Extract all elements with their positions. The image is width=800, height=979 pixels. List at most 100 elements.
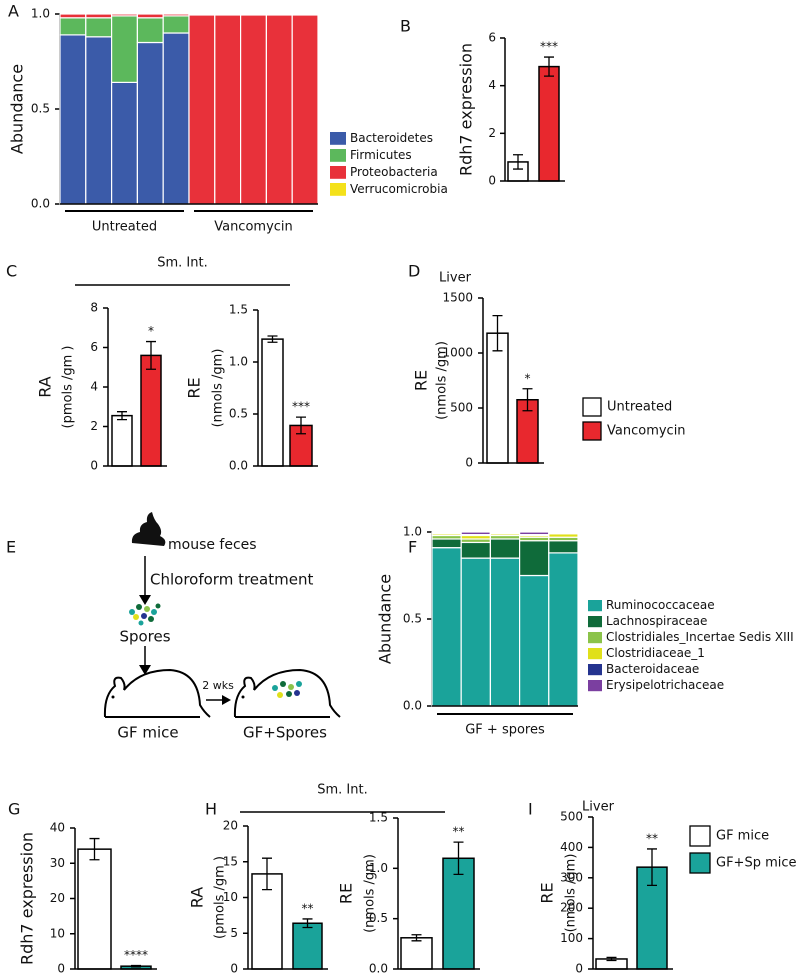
- bar-segment: [162, 32, 190, 205]
- error-bar: [267, 335, 278, 343]
- group-label: GF + spores: [465, 723, 545, 738]
- error-bar: [302, 918, 313, 929]
- legend-label: Clostridiaceae_1: [606, 646, 705, 660]
- legend-swatch: [689, 852, 711, 874]
- bar-segment: [460, 531, 492, 536]
- bar-segment: [460, 557, 492, 707]
- panel-letter: A: [8, 2, 19, 21]
- y-tick-label: 100: [560, 931, 583, 945]
- bar-segment: [548, 531, 579, 534]
- y-axis-label: Rdh7 expression: [18, 832, 37, 965]
- legend-label: Bacteroidetes: [350, 131, 433, 145]
- bar: [77, 848, 112, 970]
- error-bar: [647, 848, 657, 887]
- error-bar: [89, 837, 100, 861]
- bar: [400, 937, 433, 970]
- bar-segment: [110, 81, 138, 205]
- significance: **: [646, 831, 658, 845]
- y-axis-sublabel: (nmols /gm): [564, 854, 579, 933]
- bar-segment: [214, 14, 242, 205]
- bar-segment: [214, 13, 242, 16]
- y-axis-label: Rdh7 expression: [457, 43, 476, 176]
- bar-segment: [431, 547, 462, 707]
- y-tick-label: 0.5: [229, 407, 248, 421]
- error-bar: [296, 416, 306, 435]
- bar: [292, 922, 323, 970]
- y-tick-label: 0: [575, 962, 583, 976]
- panel-letter: G: [8, 800, 20, 819]
- legend-label: Ruminococcaceae: [606, 598, 715, 612]
- y-axis-sublabel: (nmols /gm): [211, 349, 226, 428]
- chart-title: Liver: [582, 800, 615, 815]
- legend-label: Lachnospiraceae: [606, 614, 707, 628]
- y-tick-label: 0.5: [31, 102, 50, 116]
- y-tick-label: 0.5: [369, 911, 388, 925]
- chart-title: Liver: [439, 271, 472, 286]
- y-tick-label: 1.5: [369, 811, 388, 825]
- bar-segment: [489, 538, 521, 559]
- y-tick-label: 30: [50, 856, 65, 870]
- y-tick-label: 1.0: [31, 7, 50, 21]
- legend-label: Bacteroidaceae: [606, 662, 699, 676]
- significance: **: [302, 901, 314, 915]
- bar-segment: [188, 14, 216, 205]
- error-bar: [411, 934, 422, 942]
- panel-letter: C: [6, 262, 17, 281]
- error-bar: [606, 956, 617, 962]
- y-axis-label: RE: [538, 882, 557, 903]
- bar-segment: [518, 531, 550, 536]
- bar-segment: [240, 13, 268, 16]
- bar-segment: [489, 531, 521, 534]
- legend-label: Clostridiales_Incertae Sedis XIII: [606, 630, 794, 644]
- legend-swatch: [582, 397, 602, 417]
- panel-letter: D: [408, 262, 420, 281]
- bar-segment: [240, 14, 268, 205]
- bar-segment: [548, 552, 579, 707]
- legend-label: GF mice: [716, 829, 769, 844]
- y-tick-label: 1.0: [229, 355, 248, 369]
- legend-swatch: [588, 664, 602, 676]
- y-axis-sublabel: (nmols /gm): [435, 341, 450, 420]
- bar-segment: [162, 15, 190, 34]
- error-bar: [117, 411, 127, 421]
- y-tick-label: 0.0: [229, 459, 248, 473]
- spores-icon: [129, 603, 161, 626]
- significance: *: [525, 371, 531, 385]
- diagram: E mouse feces Chloroform treatment Spore…: [6, 512, 341, 742]
- y-tick-label: 200: [560, 901, 583, 915]
- legend-swatch: [330, 132, 346, 145]
- y-tick-label: 5: [230, 926, 238, 940]
- y-tick-label: 6: [90, 340, 98, 354]
- error-bar: [453, 841, 464, 876]
- y-tick-label: 4: [488, 78, 496, 92]
- legend-label: Firmicutes: [350, 148, 412, 162]
- bar-segment: [136, 17, 164, 44]
- legend-swatch: [588, 600, 602, 612]
- mouse-label: GF mice: [117, 724, 178, 742]
- error-bar: [513, 154, 523, 170]
- legend-swatch: [330, 166, 346, 179]
- error-bar: [262, 857, 272, 891]
- bar-segment: [110, 15, 138, 83]
- group-label: Vancomycin: [214, 220, 293, 235]
- feces-label: mouse feces: [168, 537, 257, 553]
- y-tick-label: 1500: [442, 291, 473, 305]
- mouse-icon: [233, 668, 341, 718]
- y-tick-label: 10: [50, 926, 65, 940]
- group-title: Sm. Int.: [157, 256, 207, 271]
- arrow-head: [139, 665, 151, 675]
- mouse-icon: [103, 668, 211, 718]
- legend-swatch: [330, 149, 346, 162]
- y-axis-label: RA: [188, 887, 207, 908]
- legend-swatch: [588, 648, 602, 660]
- bar-segment: [431, 538, 462, 549]
- bar-segment: [518, 540, 550, 577]
- significance: ***: [292, 400, 310, 414]
- legend-label: Erysipelotrichaceae: [606, 678, 724, 692]
- y-axis-sublabel: (pmols /gm ): [213, 856, 228, 939]
- y-tick-label: 15: [223, 854, 238, 868]
- panel-letter: I: [528, 800, 533, 819]
- mouse-eye: [111, 695, 115, 699]
- y-axis-sublabel: (pmols /gm ): [61, 346, 76, 429]
